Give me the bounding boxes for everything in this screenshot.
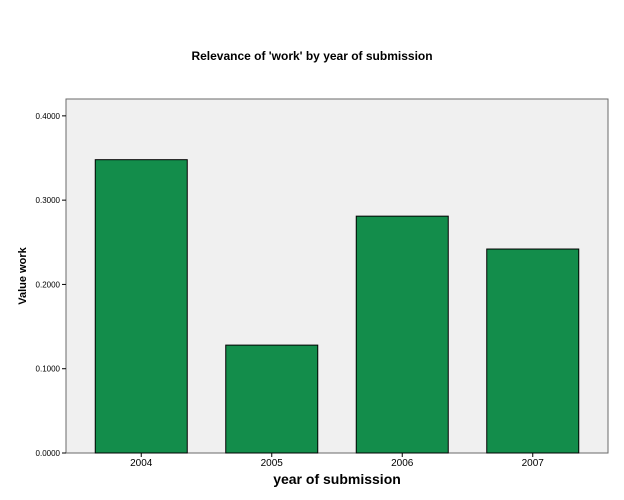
y-tick-label: 0.0000 [36, 449, 61, 458]
y-tick-label: 0.4000 [36, 112, 61, 121]
y-tick-label: 0.2000 [36, 280, 61, 289]
bar-2006 [355, 215, 449, 454]
x-tick-label: 2004 [130, 458, 153, 469]
x-axis-title: year of submission [273, 471, 401, 487]
bar-2004 [94, 159, 188, 454]
x-axis: 2004 2005 2006 2007 [130, 453, 544, 469]
y-axis-title: Value work [17, 246, 29, 304]
y-tick-label: 0.3000 [36, 196, 61, 205]
bar-2007 [486, 248, 580, 454]
bars [94, 159, 580, 454]
y-tick-label: 0.1000 [36, 365, 61, 374]
x-tick-label: 2007 [522, 458, 545, 469]
x-tick-label: 2005 [261, 458, 284, 469]
y-axis: 0.0000 0.1000 0.2000 0.3000 0.4000 [36, 112, 66, 458]
chart-title: Relevance of 'work' by year of submissio… [191, 49, 432, 63]
bar-2005 [225, 344, 319, 454]
x-tick-label: 2006 [391, 458, 414, 469]
